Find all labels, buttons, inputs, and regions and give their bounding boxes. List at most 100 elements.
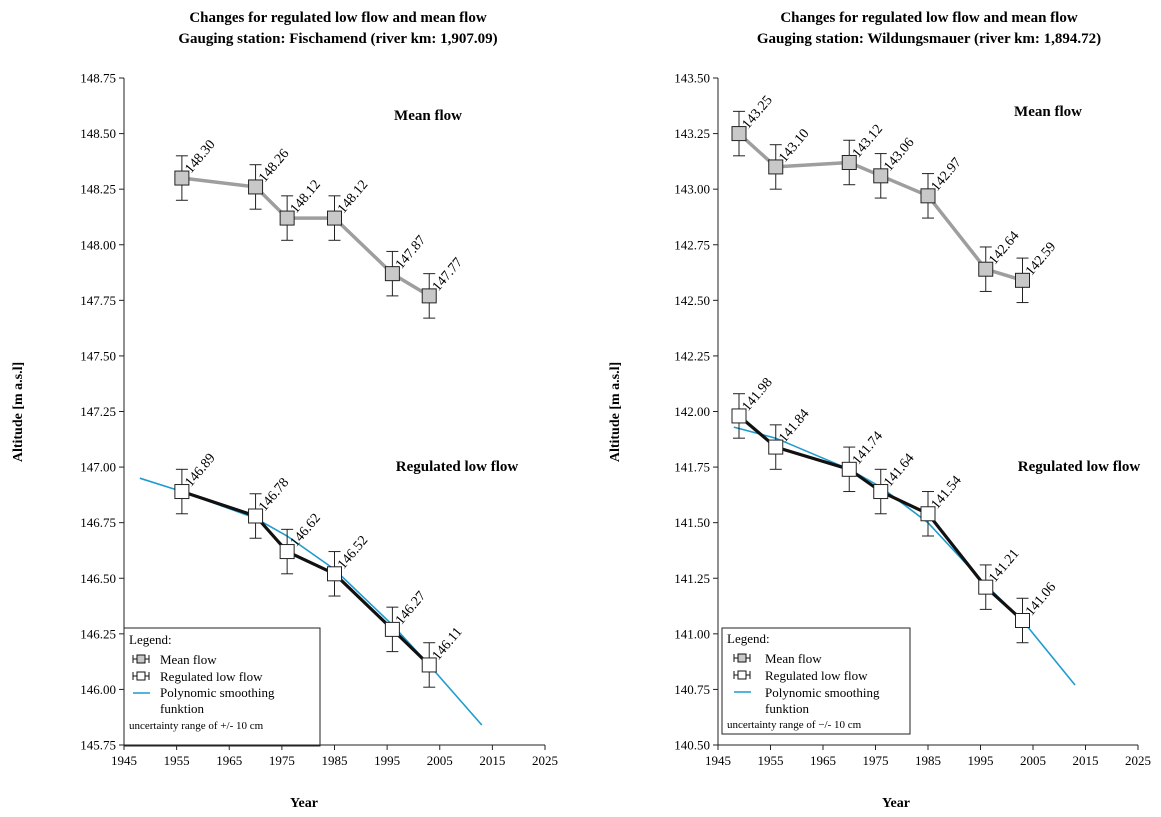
regulated-low-flow-data-label: 146.11 bbox=[430, 625, 466, 664]
x-tick-label: 1985 bbox=[915, 753, 941, 768]
mean-flow-data-label: 147.77 bbox=[430, 255, 466, 294]
mean-flow-marker bbox=[978, 261, 994, 277]
regulated-low-flow-data-label: 141.74 bbox=[850, 429, 886, 468]
regulated-low-flow-data-label: 141.98 bbox=[740, 375, 776, 414]
x-tick-label: 1975 bbox=[863, 753, 889, 768]
chart-fischamend-svg: Changes for regulated low flow and mean … bbox=[11, 10, 558, 811]
regulated-low-flow-data-label: 141.54 bbox=[929, 473, 965, 512]
regulated-low-flow-marker bbox=[327, 566, 342, 582]
mean-flow-data-label: 142.64 bbox=[986, 229, 1022, 268]
legend-box bbox=[123, 627, 321, 747]
regulated-low-flow-marker bbox=[1015, 612, 1030, 628]
x-tick-label: 1995 bbox=[374, 753, 400, 768]
y-tick-label: 141.50 bbox=[674, 515, 710, 530]
y-tick-label: 141.00 bbox=[674, 626, 710, 641]
legend-item-regulated-low-flow: Regulated low flow bbox=[160, 669, 263, 684]
regulated-low-flow-data-label: 146.89 bbox=[182, 451, 218, 490]
y-tick-label: 142.00 bbox=[674, 404, 710, 419]
x-tick-label: 2025 bbox=[1125, 753, 1151, 768]
mean-flow-marker bbox=[731, 126, 747, 142]
legend-item-mean-flow: Mean flow bbox=[160, 652, 217, 667]
mean-flow-data-label: 148.26 bbox=[256, 146, 292, 185]
mean-flow-marker bbox=[248, 179, 264, 195]
y-tick-label: 147.75 bbox=[80, 293, 116, 308]
mean-flow-data-label: 148.12 bbox=[288, 177, 324, 216]
chart-subtitle: Gauging station: Fischamend (river km: 1… bbox=[178, 31, 497, 47]
mean-flow-marker bbox=[279, 210, 295, 226]
x-tick-label: 2005 bbox=[427, 753, 453, 768]
y-tick-label: 143.50 bbox=[674, 71, 710, 86]
regulated-low-flow-data-label: 146.52 bbox=[335, 533, 371, 572]
mean-flow-data-label: 147.87 bbox=[393, 233, 429, 272]
legend-item-smoothing-cont: funktion bbox=[765, 701, 810, 716]
y-axis-title: Altitude [m a.s.l] bbox=[608, 362, 623, 462]
mean-flow-data-label: 148.12 bbox=[335, 178, 371, 217]
regulated-low-flow-point: 146.78 bbox=[248, 475, 292, 539]
chart-title: Changes for regulated low flow and mean … bbox=[189, 10, 487, 26]
x-axis-title: Year bbox=[290, 796, 318, 811]
legend-item-mean-flow: Mean flow bbox=[765, 651, 822, 666]
mean-flow-marker bbox=[920, 188, 936, 204]
regulated-low-flow-annotation: Regulated low flow bbox=[396, 459, 519, 475]
regulated-low-flow-point: 141.54 bbox=[920, 473, 965, 537]
legend-box bbox=[721, 627, 911, 735]
mean-flow-marker bbox=[841, 154, 857, 170]
y-axis-title: Altitude [m a.s.l] bbox=[11, 362, 26, 462]
x-tick-label: 2015 bbox=[479, 753, 505, 768]
mean-flow-data-label: 143.25 bbox=[740, 93, 776, 132]
x-tick-label: 1995 bbox=[968, 753, 994, 768]
regulated-low-flow-data-label: 146.62 bbox=[288, 511, 324, 550]
regulated-low-flow-marker bbox=[841, 461, 857, 477]
y-tick-label: 147.00 bbox=[80, 460, 116, 475]
legend-regulated-low-flow-symbol bbox=[733, 670, 751, 680]
x-tick-label: 2025 bbox=[532, 753, 558, 768]
legend-note: uncertainty range of +/- 10 cm bbox=[129, 720, 264, 732]
regulated-low-flow-point: 146.89 bbox=[174, 451, 219, 515]
y-tick-label: 148.25 bbox=[80, 182, 116, 197]
mean-flow-marker bbox=[421, 288, 437, 304]
regulated-low-flow-data-label: 141.06 bbox=[1023, 580, 1059, 619]
y-tick-label: 148.75 bbox=[80, 71, 116, 86]
regulated-low-flow-marker bbox=[920, 506, 936, 522]
legend-note: uncertainty range of −/- 10 cm bbox=[727, 719, 862, 731]
mean-flow-data-label: 143.06 bbox=[881, 135, 917, 174]
mean-flow-annotation: Mean flow bbox=[394, 108, 462, 124]
regulated-low-flow-data-label: 141.84 bbox=[776, 407, 812, 446]
y-tick-label: 142.75 bbox=[674, 237, 710, 252]
regulated-low-flow-data-label: 146.78 bbox=[256, 475, 292, 514]
x-tick-label: 1955 bbox=[164, 753, 190, 768]
mean-flow-data-label: 142.59 bbox=[1023, 240, 1059, 279]
regulated-low-flow-point: 146.11 bbox=[421, 625, 466, 688]
y-tick-label: 141.75 bbox=[674, 460, 710, 475]
mean-flow-point: 148.30 bbox=[174, 137, 219, 201]
y-tick-label: 146.50 bbox=[80, 571, 116, 586]
legend-item-smoothing-cont: funktion bbox=[160, 701, 205, 716]
x-tick-label: 2005 bbox=[1020, 753, 1046, 768]
regulated-low-flow-marker bbox=[279, 544, 295, 560]
regulated-low-flow-marker bbox=[731, 408, 747, 424]
regulated-low-flow-data-label: 141.21 bbox=[986, 547, 1022, 586]
legend-mean-flow-symbol bbox=[733, 653, 751, 663]
y-tick-label: 146.75 bbox=[80, 515, 116, 530]
y-tick-label: 143.00 bbox=[674, 182, 710, 197]
mean-flow-marker bbox=[873, 168, 889, 184]
y-tick-label: 141.25 bbox=[674, 571, 710, 586]
mean-flow-point: 147.87 bbox=[384, 233, 429, 297]
y-tick-label: 140.50 bbox=[674, 738, 710, 753]
mean-flow-marker bbox=[384, 266, 400, 282]
y-tick-label: 142.25 bbox=[674, 348, 710, 363]
chart-subtitle: Gauging station: Wildungsmauer (river km… bbox=[757, 31, 1101, 47]
x-tick-label: 1955 bbox=[758, 753, 784, 768]
legend: Legend: Mean flow Regulated low flow Pol… bbox=[721, 627, 911, 735]
legend-item-regulated-low-flow: Regulated low flow bbox=[765, 668, 868, 683]
mean-flow-point: 147.77 bbox=[421, 255, 466, 319]
y-tick-label: 145.75 bbox=[80, 738, 116, 753]
y-tick-label: 148.50 bbox=[80, 126, 116, 141]
x-tick-label: 1945 bbox=[705, 753, 731, 768]
x-tick-label: 2015 bbox=[1073, 753, 1099, 768]
mean-flow-data-label: 148.30 bbox=[183, 137, 219, 176]
x-tick-label: 1945 bbox=[111, 753, 137, 768]
legend-item-smoothing: Polynomic smoothing bbox=[765, 685, 880, 700]
y-tick-label: 147.50 bbox=[80, 348, 116, 363]
x-tick-label: 1965 bbox=[810, 753, 836, 768]
